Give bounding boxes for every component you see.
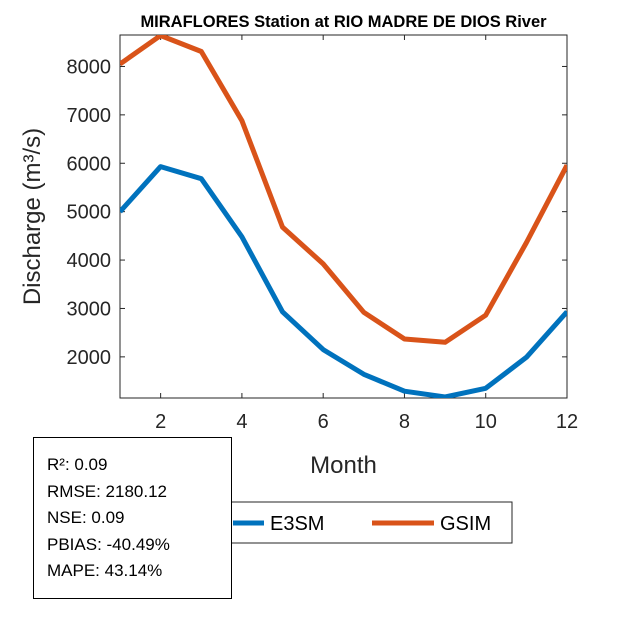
x-tick-label: 10 [475,411,497,433]
legend-label-gsim: GSIM [440,513,491,535]
stats-box: R²: 0.09 RMSE: 2180.12 NSE: 0.09 PBIAS: … [33,437,232,599]
stat-pbias: PBIAS: -40.49% [47,534,170,554]
plot-area [119,34,568,399]
stat-rmse: RMSE: 2180.12 [47,481,168,501]
legend-box [227,501,513,544]
stat-nse: NSE: 0.09 [47,508,125,527]
series-line-gsim [120,35,567,345]
x-tick-label: 8 [399,411,410,433]
y-tick-label: 7000 [67,105,112,127]
y-tick-label: 4000 [67,250,112,272]
y-axis-label: Discharge (m³/s) [19,128,46,305]
legend-label-e3sm: E3SM [270,513,324,535]
legend: E3SM GSIM [227,501,513,544]
y-tick-label: 2000 [67,347,112,369]
y-tick-label: 5000 [67,202,112,224]
stat-r2: R²: 0.09 [47,455,108,474]
chart-title: MIRAFLORES Station at RIO MADRE DE DIOS … [140,13,547,31]
y-tick-label: 6000 [67,153,112,175]
x-tick-label: 4 [236,411,247,433]
x-tick-label: 2 [155,411,166,433]
series-line-e3sm [120,164,567,398]
x-tick-label: 6 [318,411,329,433]
x-axis-label: Month [310,452,377,479]
x-tick-label: 12 [556,411,578,433]
stat-mape: MAPE: 43.14% [47,561,163,580]
y-tick-label: 8000 [67,56,112,78]
y-tick-label: 3000 [67,298,112,320]
